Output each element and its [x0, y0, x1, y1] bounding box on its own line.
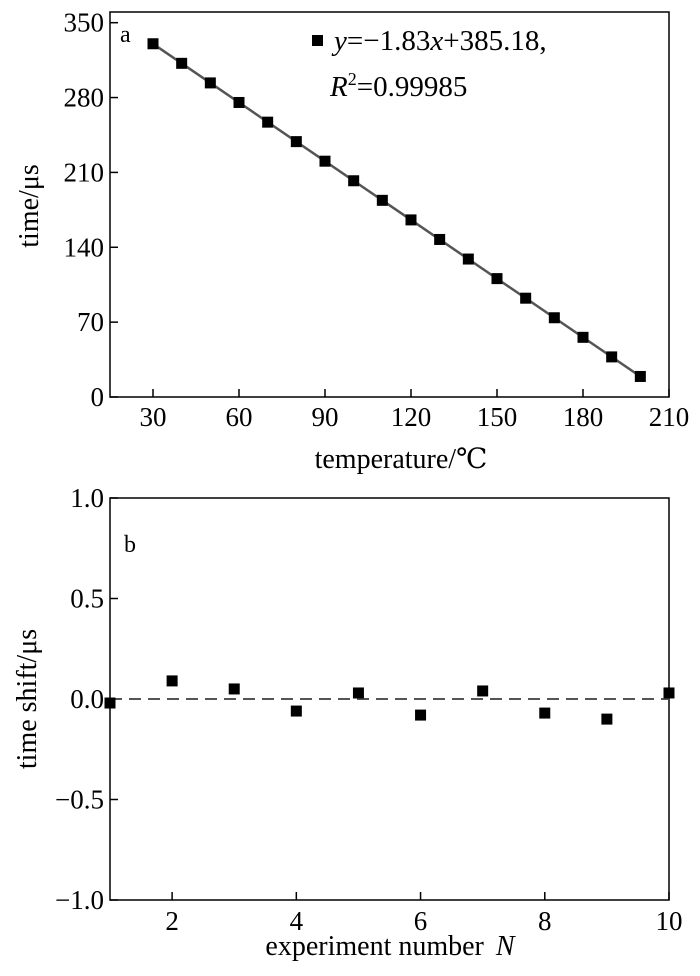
- legend-r-base: R: [329, 71, 348, 103]
- panel-a-legend: y=−1.83x+385.18, R2=0.99985: [312, 25, 547, 103]
- panel-a-data-point: [577, 331, 589, 343]
- panel-a-x-tick-label: 120: [391, 402, 432, 432]
- panel-a-y-axis-label: time/μs: [14, 164, 45, 247]
- legend-eq-x: x: [429, 25, 443, 57]
- panel-a-data-point: [319, 155, 331, 167]
- panel-b-data-point: [663, 687, 675, 699]
- panel-b-data-point: [104, 697, 116, 709]
- panel-a-data-point: [233, 96, 245, 108]
- panel-a-y-ticks: 0 70 140 210 280 350: [64, 8, 118, 412]
- panel-a-data-point: [462, 253, 474, 265]
- panel-a-x-axis-label: temperature/℃: [315, 444, 488, 475]
- panel-a-label: a: [120, 22, 131, 48]
- panel-b-y-tick-label: −1.0: [55, 885, 104, 915]
- panel-b-points: [104, 675, 675, 725]
- panel-b-data-point: [352, 687, 364, 699]
- panel-b-data-point: [415, 709, 427, 721]
- panel-b-x-tick-label: 6: [414, 906, 428, 936]
- panel-a: 0 70 140 210 280 350 30 60 90 120 150 180 210 a y=−…: [14, 8, 689, 475]
- panel-a-data-point: [376, 194, 388, 206]
- panel-a-x-tick-label: 180: [563, 402, 604, 432]
- panel-a-x-tick-label: 90: [312, 402, 339, 432]
- panel-a-data-point: [290, 136, 302, 148]
- panel-a-y-tick-label: 280: [64, 83, 105, 113]
- legend-eq-y: y: [331, 25, 347, 57]
- panel-b-data-point: [166, 675, 178, 687]
- panel-b-y-ticks: −1.0 −0.5 0.0 0.5 1.0: [55, 483, 118, 915]
- panel-a-x-tick-label: 60: [226, 402, 253, 432]
- legend-eq-tail: +385.18,: [443, 25, 546, 57]
- panel-a-data-point: [204, 77, 216, 89]
- panel-b-x-axis-label: experiment number N: [265, 931, 515, 962]
- panel-a-y-tick-label: 350: [64, 8, 105, 38]
- panel-b-y-tick-label: 1.0: [70, 483, 104, 513]
- panel-a-data-point: [147, 38, 159, 50]
- panel-b-x-axis-var: N: [495, 931, 516, 962]
- panel-a-data-point: [176, 57, 188, 69]
- panel-a-data-point: [262, 116, 274, 128]
- panel-b-y-axis-label: time shift/μs: [12, 629, 43, 769]
- panel-b-y-tick-label: −0.5: [55, 785, 104, 815]
- panel-a-y-tick-label: 0: [91, 382, 105, 412]
- panel-b-data-point: [290, 705, 302, 717]
- panel-b-x-ticks: 2 4 6 8 10: [165, 892, 683, 936]
- panel-a-data-point: [520, 292, 532, 304]
- panel-a-data-point: [434, 233, 446, 245]
- legend-eq-mid: =−1.83: [347, 25, 430, 57]
- panel-a-x-tick-label: 150: [477, 402, 518, 432]
- panel-a-points: [147, 38, 646, 382]
- panel-a-x-tick-label: 30: [140, 402, 167, 432]
- panel-b-data-point: [601, 713, 613, 725]
- panel-a-y-tick-label: 140: [64, 232, 105, 262]
- panel-b-y-tick-label: 0.0: [70, 684, 104, 714]
- panel-a-data-point: [348, 175, 360, 187]
- panel-b-x-tick-label: 10: [656, 906, 683, 936]
- panel-b-data-point: [228, 683, 240, 695]
- panel-b-data-point: [477, 685, 489, 697]
- panel-a-y-tick-label: 210: [64, 157, 105, 187]
- panel-a-data-point: [634, 370, 646, 382]
- legend-r-exp: 2: [348, 69, 357, 89]
- panel-b-x-tick-label: 4: [290, 906, 304, 936]
- panel-b-data-point: [539, 707, 551, 719]
- panel-a-data-point: [548, 312, 560, 324]
- legend-marker: [312, 35, 323, 46]
- legend-r-squared: R2=0.99985: [329, 69, 467, 103]
- panel-b-x-tick-label: 8: [538, 906, 552, 936]
- panel-b: −1.0 −0.5 0.0 0.5 1.0 2 4 6 8 10 b experiment nu…: [12, 483, 683, 962]
- panel-b-label: b: [124, 532, 136, 558]
- panel-b-x-tick-label: 2: [165, 906, 179, 936]
- panel-a-data-point: [606, 351, 618, 363]
- panel-a-x-tick-label: 210: [649, 402, 690, 432]
- panel-a-x-ticks: 30 60 90 120 150 180 210: [140, 389, 690, 432]
- legend-r-tail: =0.99985: [357, 71, 468, 103]
- panel-a-frame: [109, 11, 670, 398]
- panel-a-data-point: [405, 214, 417, 226]
- legend-equation: y=−1.83x+385.18,: [331, 25, 547, 57]
- panel-b-y-tick-label: 0.5: [70, 584, 104, 614]
- panel-a-data-point: [491, 273, 503, 285]
- panel-a-y-tick-label: 70: [77, 307, 104, 337]
- panel-b-x-axis-text: experiment number: [265, 931, 484, 962]
